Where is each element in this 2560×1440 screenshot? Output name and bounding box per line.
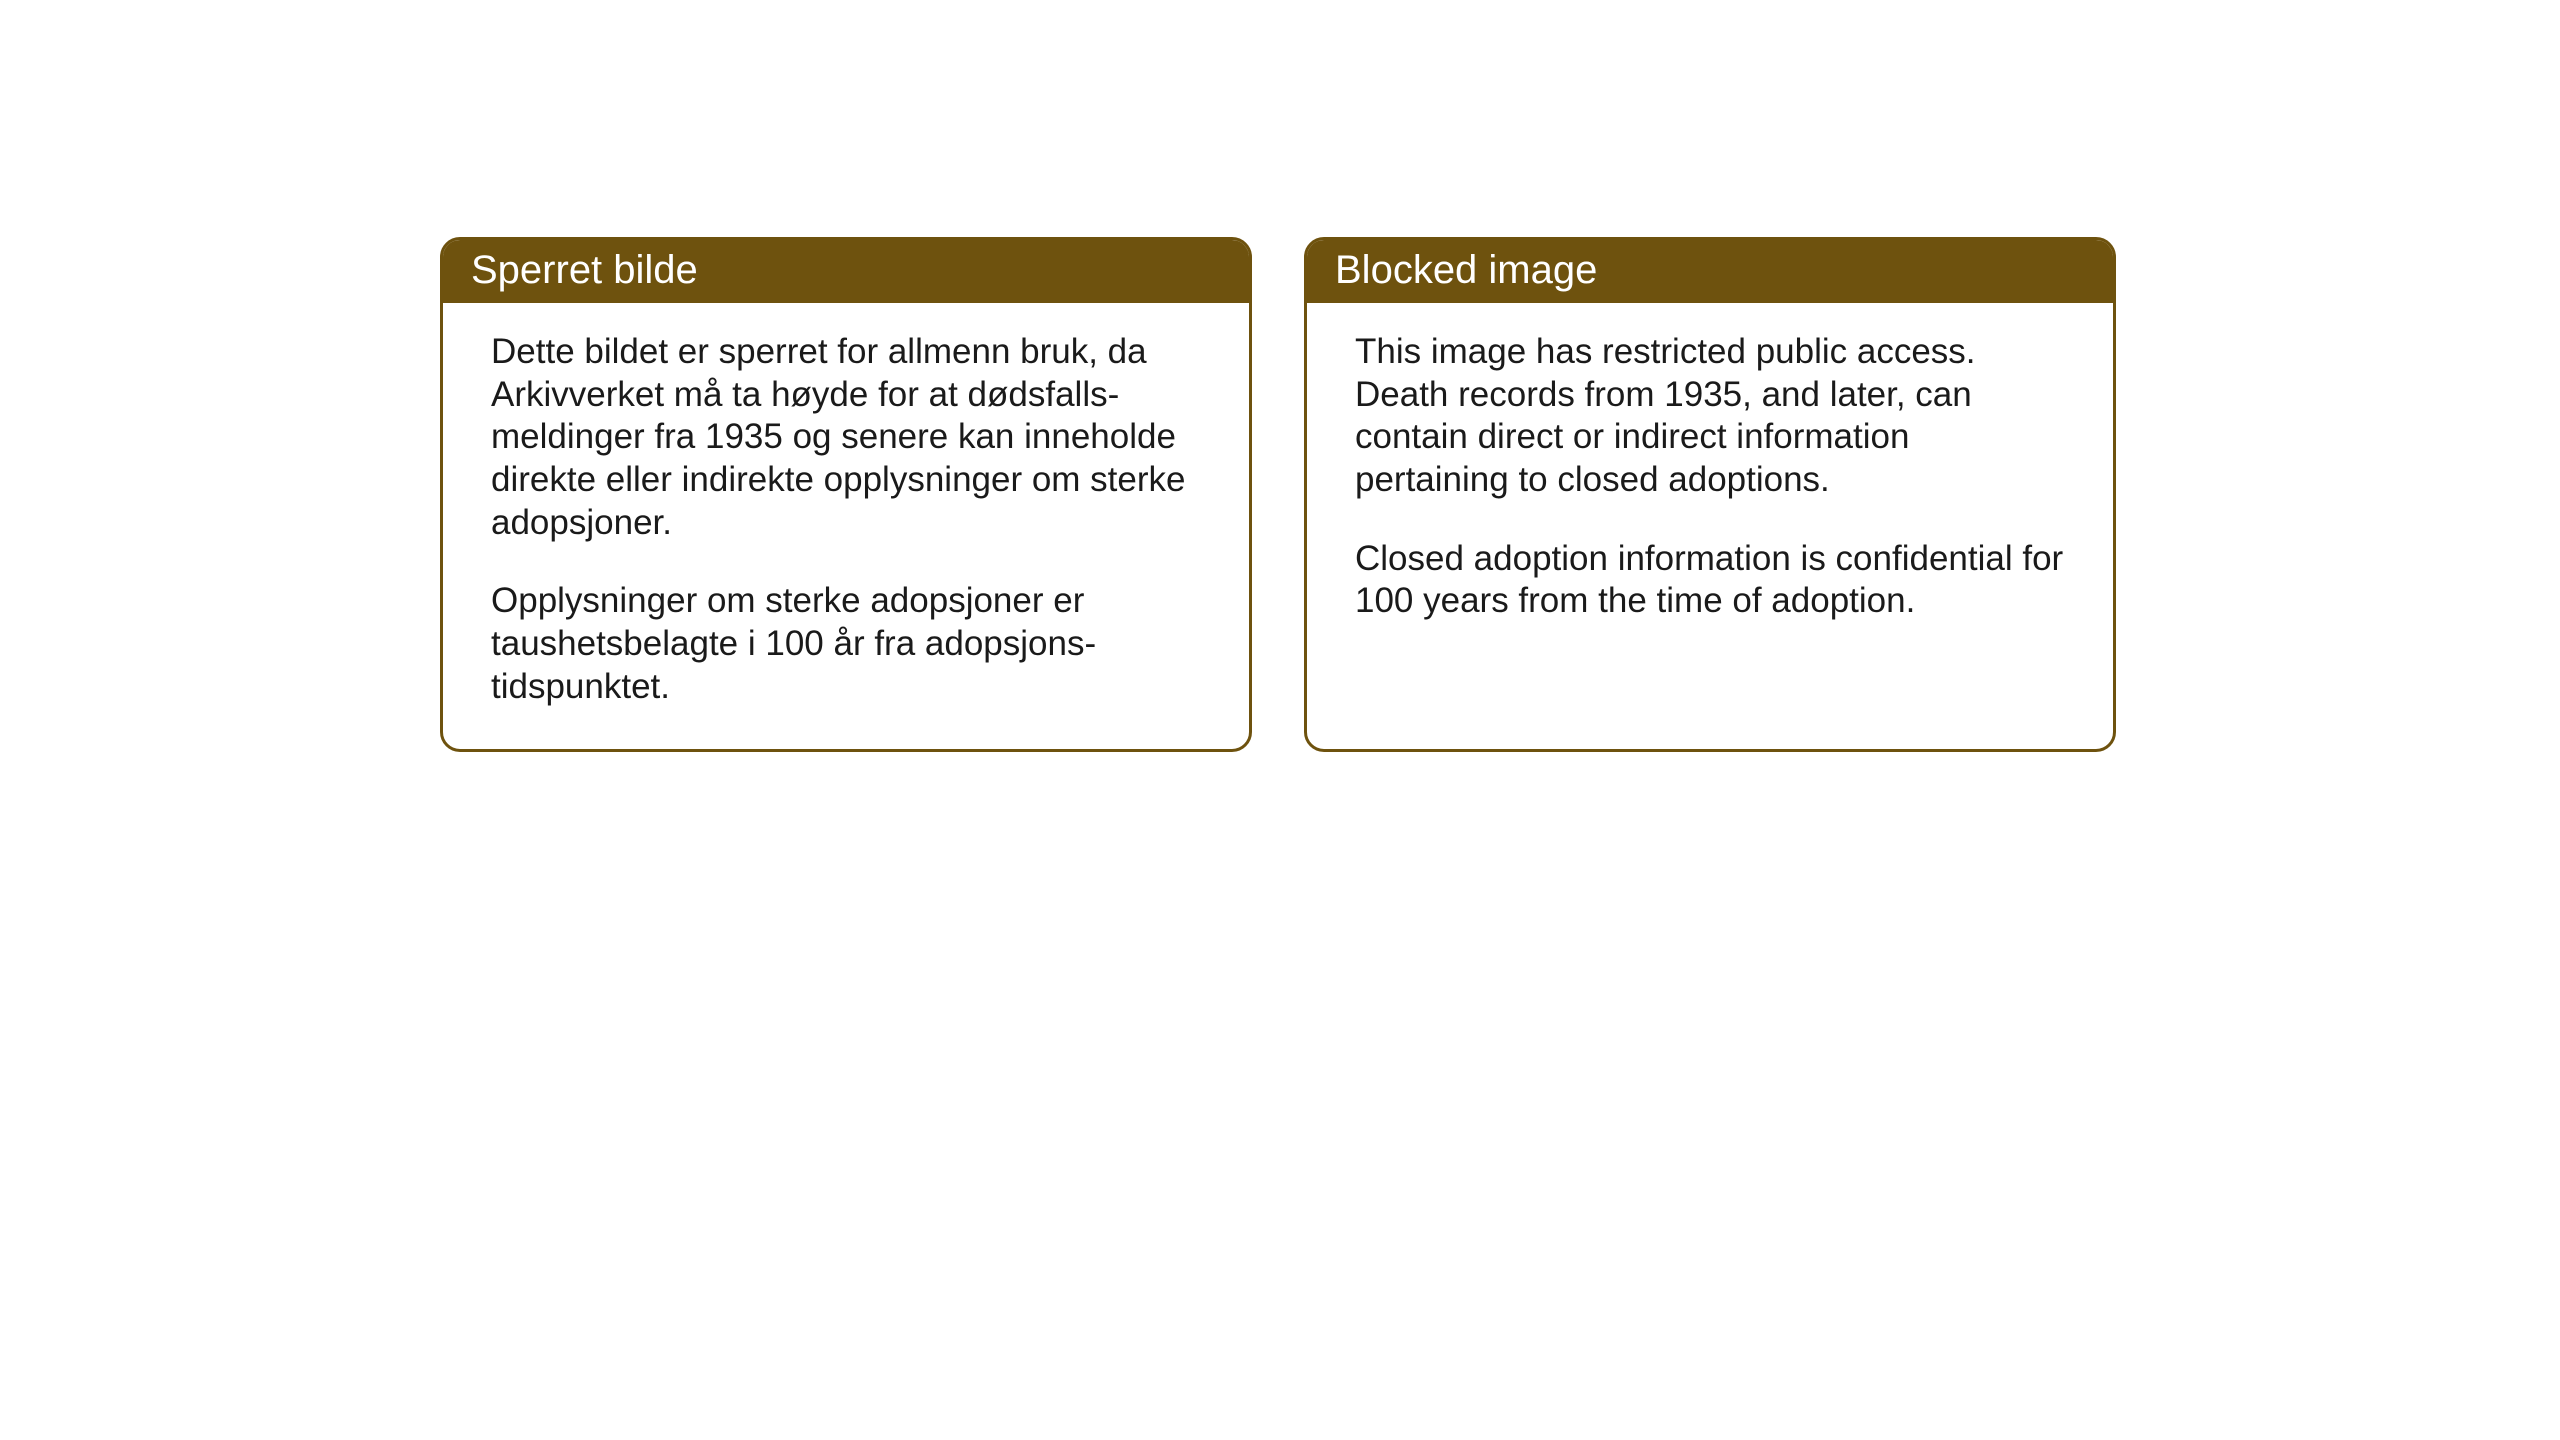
notice-box-norwegian: Sperret bilde Dette bildet er sperret fo… bbox=[440, 237, 1252, 752]
notice-box-english: Blocked image This image has restricted … bbox=[1304, 237, 2116, 752]
notice-paragraph: This image has restricted public access.… bbox=[1355, 331, 2065, 502]
notice-container: Sperret bilde Dette bildet er sperret fo… bbox=[440, 237, 2116, 752]
notice-paragraph: Opplysninger om sterke adopsjoner er tau… bbox=[491, 580, 1201, 708]
notice-header-english: Blocked image bbox=[1307, 240, 2113, 303]
notice-body-norwegian: Dette bildet er sperret for allmenn bruk… bbox=[443, 303, 1249, 749]
notice-paragraph: Closed adoption information is confident… bbox=[1355, 538, 2065, 623]
notice-paragraph: Dette bildet er sperret for allmenn bruk… bbox=[491, 331, 1201, 544]
notice-header-norwegian: Sperret bilde bbox=[443, 240, 1249, 303]
notice-body-english: This image has restricted public access.… bbox=[1307, 303, 2113, 663]
